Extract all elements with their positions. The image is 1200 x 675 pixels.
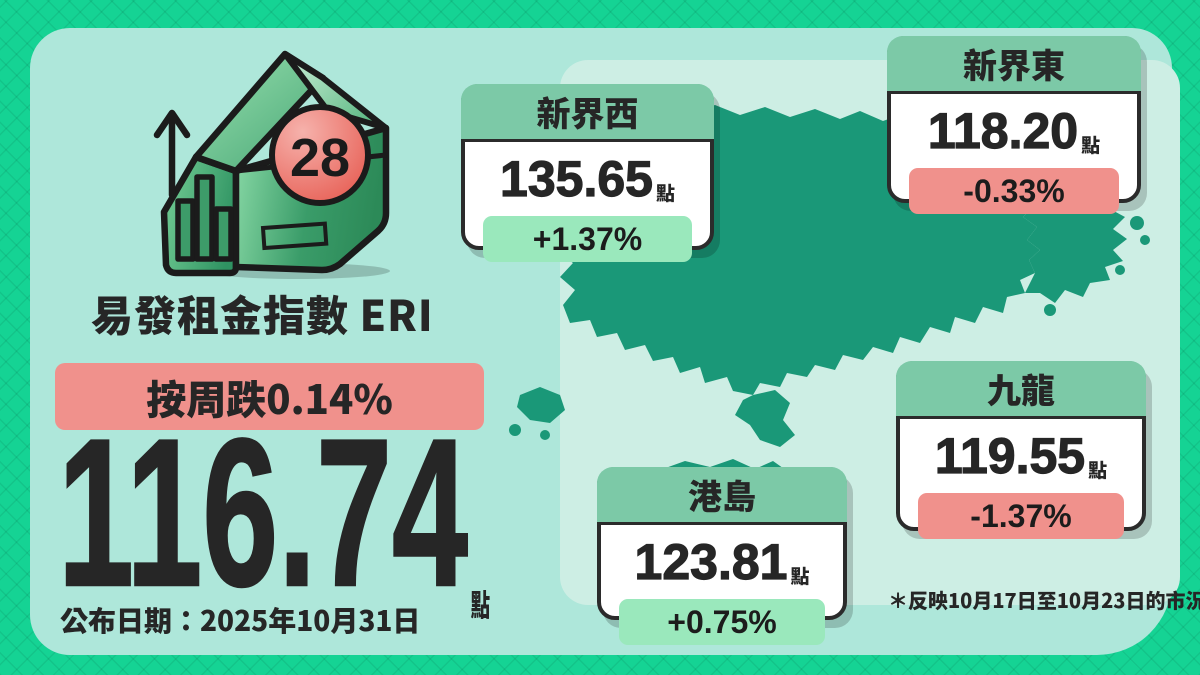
svg-text:28: 28 bbox=[290, 128, 350, 188]
